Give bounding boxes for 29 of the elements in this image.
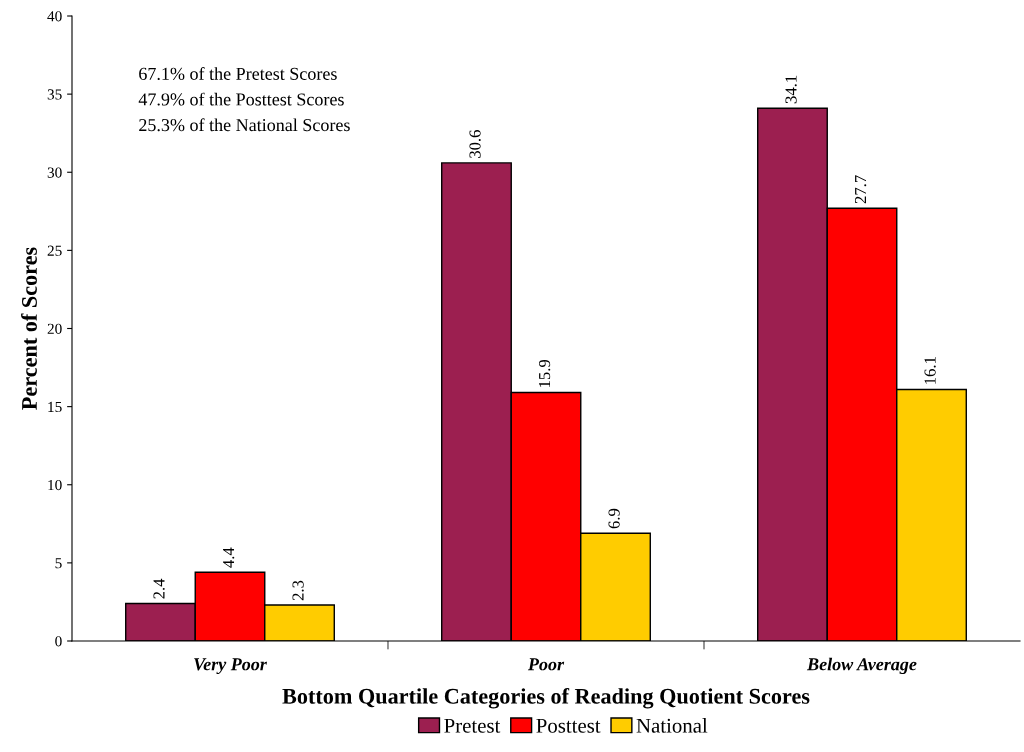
annotation: 47.9% of the Posttest Scores [138,92,344,106]
legend-label: Posttest [536,718,601,733]
data-label: 15.9 [538,359,551,387]
y-tick-label: 30 [47,167,62,178]
legend-label: Pretest [444,718,501,733]
data-label: 34.1 [785,75,797,104]
data-label: 30.6 [469,130,481,158]
y-axis-title: Percent of Scores [21,247,37,410]
x-tick-label: Very Poor [194,658,267,675]
y-tick-label: 5 [55,558,62,569]
y-tick-label: 15 [48,401,62,413]
data-label: 16.1 [924,357,936,384]
y-tick-label: 0 [55,636,62,647]
y-tick-label: 35 [47,89,62,100]
legend-label: National [636,718,708,733]
y-tick-label: 40 [47,11,62,22]
x-axis-title: Bottom Quartile Categories of Reading Quotient Scores [282,687,810,709]
data-label: 6.9 [608,508,620,529]
data-label: 2.3 [292,580,304,601]
y-tick-label: 25 [47,245,62,256]
annotation: 25.3% of the National Scores [139,118,350,132]
x-tick-label: Poor [527,658,565,671]
y-tick-label: 10 [48,479,62,491]
y-tick-label: 20 [47,323,62,334]
x-tick-label: Below Average [806,657,917,675]
data-label: 4.4 [223,547,235,568]
data-label: 2.4 [153,578,165,599]
data-label: 27.7 [854,175,867,204]
annotation: 67.1% of the Pretest Scores [139,67,337,80]
